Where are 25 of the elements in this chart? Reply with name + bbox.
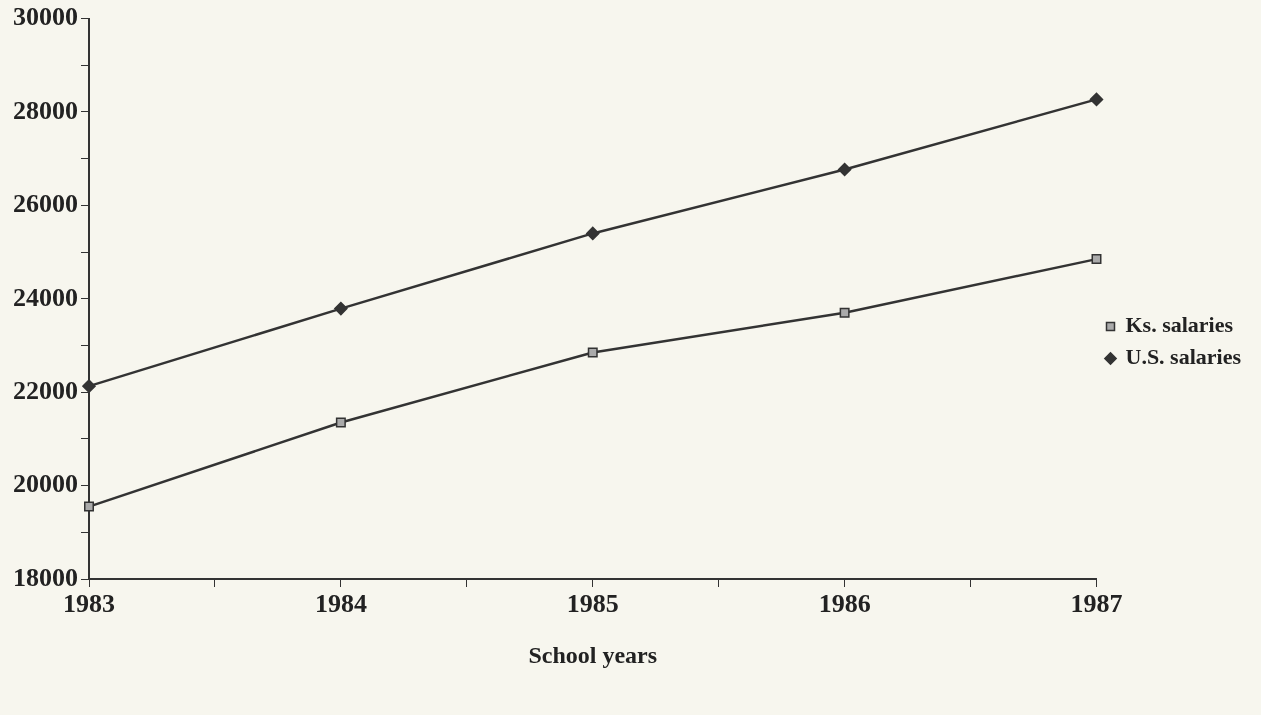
x-tick-label: 1987 — [1070, 589, 1123, 619]
point — [335, 417, 346, 428]
y-tick-label: 22000 — [13, 375, 78, 405]
point — [1089, 92, 1104, 107]
point — [84, 501, 94, 512]
y-tick-label: 30000 — [13, 2, 78, 32]
point — [82, 379, 96, 393]
point — [586, 226, 600, 241]
point — [837, 162, 852, 177]
x-tick-label: 1986 — [818, 589, 871, 619]
y-tick-label: 18000 — [13, 562, 78, 592]
x-axis-title: School years — [528, 641, 658, 668]
x-tick-label: 1984 — [314, 589, 367, 619]
point — [334, 301, 348, 316]
point — [839, 307, 850, 318]
y-tick-label: 20000 — [13, 469, 78, 499]
legend-label: U.S. salaries — [1125, 344, 1242, 370]
y-tick-label: 26000 — [13, 189, 78, 219]
x-tick-label: 1983 — [63, 589, 115, 619]
y-tick-label: 28000 — [13, 95, 78, 125]
x-tick-label: 1985 — [566, 589, 619, 619]
point — [1091, 254, 1102, 265]
legend-label: Ks. salaries — [1125, 312, 1234, 338]
y-tick-label: 24000 — [13, 282, 78, 312]
point — [587, 347, 598, 358]
